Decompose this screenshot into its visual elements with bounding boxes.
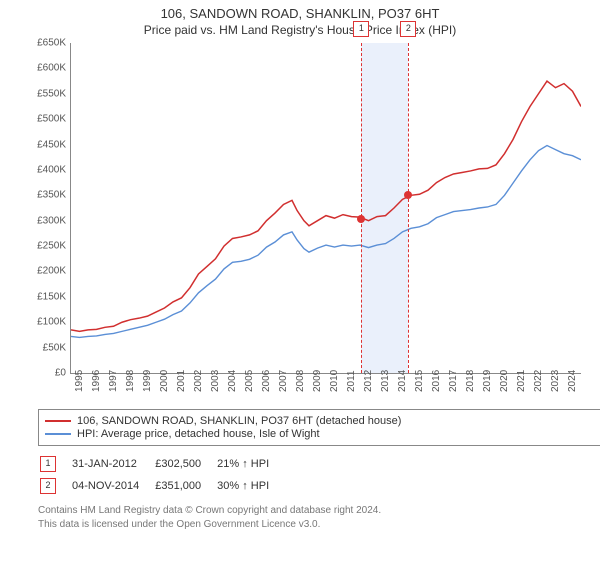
sale-price: £302,500: [155, 454, 215, 474]
y-tick-label: £50K: [31, 342, 66, 353]
y-tick-label: £450K: [31, 139, 66, 150]
footer-line: Contains HM Land Registry data © Crown c…: [38, 504, 600, 518]
x-tick-label: 1997: [108, 370, 119, 392]
x-tick-label: 2007: [278, 370, 289, 392]
legend-item: 106, SANDOWN ROAD, SHANKLIN, PO37 6HT (d…: [45, 415, 595, 427]
y-tick-label: £250K: [31, 241, 66, 252]
x-tick-label: 2002: [193, 370, 204, 392]
legend-label: HPI: Average price, detached house, Isle…: [77, 428, 320, 440]
sale-marker-box: 2: [400, 21, 416, 37]
page-subtitle: Price paid vs. HM Land Registry's House …: [0, 23, 600, 37]
chart-lines: [71, 43, 581, 373]
y-tick-label: £200K: [31, 266, 66, 277]
sale-index-box: 2: [40, 478, 56, 494]
legend-item: HPI: Average price, detached house, Isle…: [45, 428, 595, 440]
y-tick-label: £550K: [31, 88, 66, 99]
footer: Contains HM Land Registry data © Crown c…: [38, 504, 600, 531]
legend: 106, SANDOWN ROAD, SHANKLIN, PO37 6HT (d…: [38, 409, 600, 446]
sale-vline: [361, 43, 362, 373]
sale-row: 2 04-NOV-2014£351,00030% ↑ HPI: [40, 476, 283, 496]
y-tick-label: £350K: [31, 190, 66, 201]
x-tick-label: 2018: [465, 370, 476, 392]
sale-date: 31-JAN-2012: [72, 454, 153, 474]
x-tick-label: 2003: [210, 370, 221, 392]
x-tick-label: 2016: [431, 370, 442, 392]
x-tick-label: 2012: [363, 370, 374, 392]
x-tick-label: 2013: [380, 370, 391, 392]
sale-marker-box: 1: [353, 21, 369, 37]
x-tick-label: 2000: [159, 370, 170, 392]
x-tick-label: 2005: [244, 370, 255, 392]
x-tick-label: 2024: [567, 370, 578, 392]
x-tick-label: 1999: [142, 370, 153, 392]
sale-marker-dot: [404, 191, 412, 199]
x-tick-label: 2006: [261, 370, 272, 392]
x-tick-label: 2001: [176, 370, 187, 392]
x-tick-label: 2009: [312, 370, 323, 392]
plot-area: £0£50K£100K£150K£200K£250K£300K£350K£400…: [70, 43, 581, 374]
sale-marker-dot: [357, 215, 365, 223]
x-tick-label: 2022: [533, 370, 544, 392]
legend-label: 106, SANDOWN ROAD, SHANKLIN, PO37 6HT (d…: [77, 415, 401, 427]
x-tick-label: 2008: [295, 370, 306, 392]
x-tick-label: 2023: [550, 370, 561, 392]
sales-table: 1 31-JAN-2012£302,50021% ↑ HPI 2 04-NOV-201…: [38, 452, 285, 498]
y-tick-label: £500K: [31, 114, 66, 125]
x-tick-label: 2015: [414, 370, 425, 392]
x-tick-label: 2014: [397, 370, 408, 392]
x-tick-label: 2021: [516, 370, 527, 392]
y-tick-label: £0: [31, 368, 66, 379]
sale-date: 04-NOV-2014: [72, 476, 153, 496]
y-tick-label: £150K: [31, 291, 66, 302]
sale-price: £351,000: [155, 476, 215, 496]
footer-line: This data is licensed under the Open Gov…: [38, 518, 600, 532]
sale-vs-hpi: 30% ↑ HPI: [217, 476, 283, 496]
x-tick-label: 2019: [482, 370, 493, 392]
x-tick-label: 2004: [227, 370, 238, 392]
legend-swatch: [45, 433, 71, 435]
x-tick-label: 1996: [91, 370, 102, 392]
y-tick-label: £300K: [31, 215, 66, 226]
chart-area: £0£50K£100K£150K£200K£250K£300K£350K£400…: [35, 43, 595, 403]
sale-index-box: 1: [40, 456, 56, 472]
page-title: 106, SANDOWN ROAD, SHANKLIN, PO37 6HT: [0, 6, 600, 21]
sale-row: 1 31-JAN-2012£302,50021% ↑ HPI: [40, 454, 283, 474]
x-tick-label: 1998: [125, 370, 136, 392]
series-line: [71, 146, 581, 338]
y-tick-label: £650K: [31, 38, 66, 49]
x-tick-label: 2011: [346, 370, 357, 392]
y-tick-label: £400K: [31, 164, 66, 175]
legend-swatch: [45, 420, 71, 422]
x-tick-label: 2020: [499, 370, 510, 392]
y-tick-label: £100K: [31, 317, 66, 328]
y-tick-label: £600K: [31, 63, 66, 74]
x-tick-label: 2010: [329, 370, 340, 392]
x-tick-label: 2017: [448, 370, 459, 392]
sale-vs-hpi: 21% ↑ HPI: [217, 454, 283, 474]
series-line: [71, 81, 581, 331]
x-tick-label: 1995: [74, 370, 85, 392]
sale-vline: [408, 43, 409, 373]
